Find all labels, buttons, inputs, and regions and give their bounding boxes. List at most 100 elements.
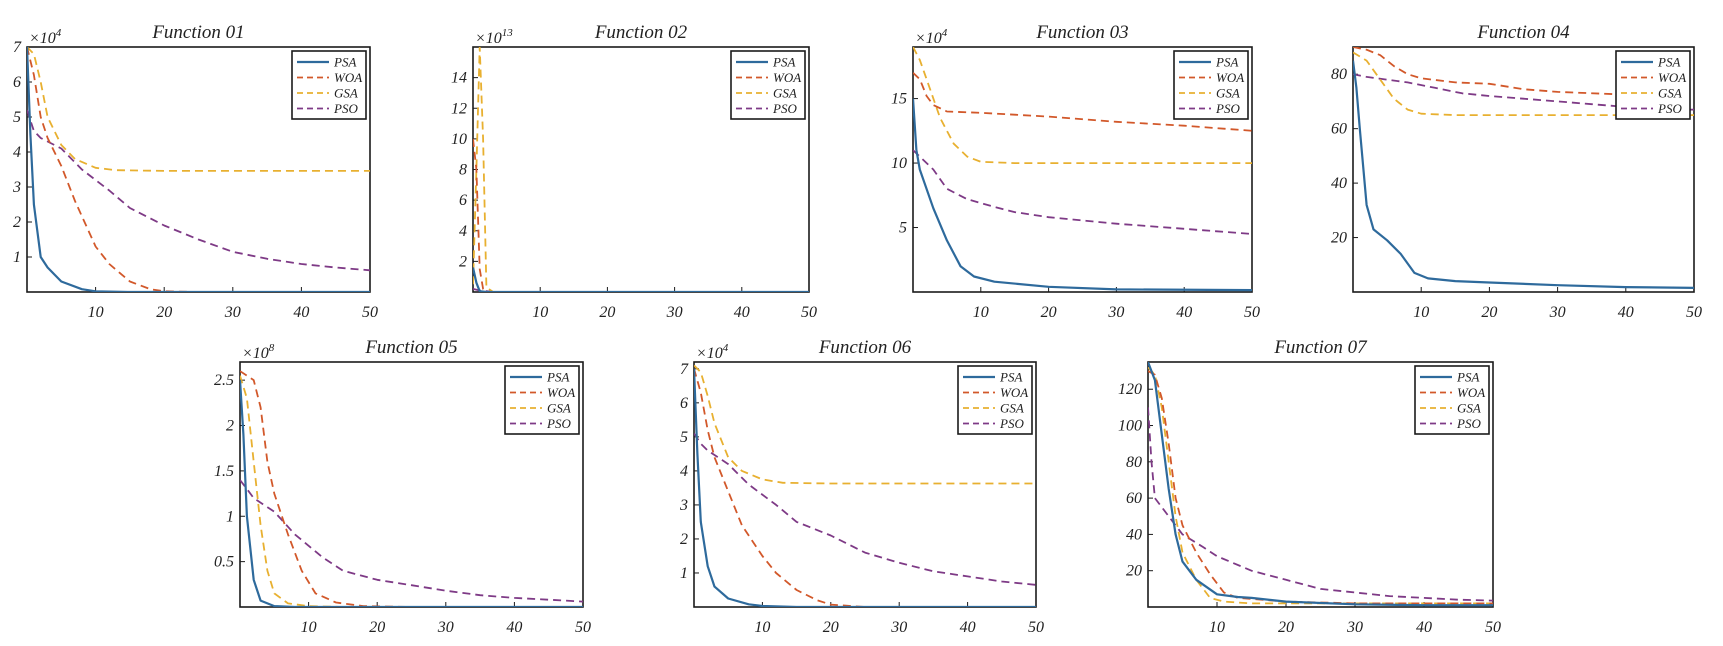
multiplier-exponent: 8 — [269, 342, 275, 354]
y-tick-label: 10 — [891, 155, 907, 172]
legend-label-psa: PSA — [772, 55, 795, 70]
y-tick-label: 4 — [459, 223, 467, 240]
y-tick-label: 12 — [451, 100, 467, 117]
y-tick-label: 5 — [13, 109, 21, 126]
series-line-woa — [240, 370, 583, 607]
legend-label-woa: WOA — [1000, 385, 1028, 400]
legend-label-gsa: GSA — [1658, 86, 1682, 101]
series-line-pso — [913, 149, 1252, 235]
y-tick-label: 1 — [226, 508, 234, 525]
y-tick-label: 8 — [459, 162, 467, 179]
y-tick-label: 2 — [226, 418, 234, 435]
x-tick-label: 20 — [1041, 304, 1057, 321]
legend-label-psa: PSA — [1215, 55, 1238, 70]
series-line-woa — [694, 368, 1036, 607]
axes-box — [1352, 46, 1695, 293]
x-tick-label: 50 — [801, 304, 817, 321]
legend-label-woa: WOA — [1457, 385, 1485, 400]
series-line-gsa — [1148, 366, 1493, 605]
y-tick-label: 40 — [1331, 175, 1347, 192]
legend-label-psa: PSA — [546, 370, 569, 385]
series-line-gsa — [473, 47, 809, 292]
series-line-psa — [240, 380, 583, 607]
x-tick-label: 30 — [666, 304, 683, 321]
legend-label-woa: WOA — [547, 385, 575, 400]
x-tick-label: 10 — [532, 304, 548, 321]
legend-label-gsa: GSA — [334, 86, 358, 101]
y-tick-label: 0.5 — [214, 554, 234, 571]
multiplier-exponent: 4 — [56, 27, 62, 39]
x-tick-label: 40 — [734, 304, 750, 321]
chart-title: Function 02 — [594, 22, 688, 43]
x-tick-label: 20 — [1278, 619, 1294, 636]
y-tick-label: 120 — [1118, 381, 1142, 398]
chart-4: Function 04 10 20 30 40 50 20 40 60 80 PSAWOAGSAPS… — [1331, 22, 1702, 321]
x-tick-label: 20 — [823, 619, 839, 636]
multiplier-base: ×10 — [915, 30, 942, 47]
series-line-psa — [27, 47, 370, 292]
y-tick-label: 5 — [680, 429, 688, 446]
x-tick-label: 40 — [1416, 619, 1432, 636]
x-tick-label: 10 — [754, 619, 770, 636]
x-tick-label: 40 — [1176, 304, 1192, 321]
y-tick-label: 3 — [12, 179, 21, 196]
x-tick-label: 10 — [1209, 619, 1225, 636]
multiplier-exponent: 13 — [502, 27, 514, 39]
x-tick-label: 10 — [973, 304, 989, 321]
chart-title: Function 05 — [364, 337, 457, 358]
chart-title: Function 04 — [1476, 22, 1570, 43]
x-tick-label: 20 — [156, 304, 172, 321]
y-tick-label: 1 — [680, 565, 688, 582]
y-tick-label: 6 — [13, 74, 21, 91]
x-tick-label: 50 — [362, 304, 378, 321]
y-tick-label: 2 — [459, 253, 467, 270]
y-tick-label: 2.5 — [214, 372, 234, 389]
y-tick-label: 10 — [451, 131, 467, 148]
legend-label-woa: WOA — [773, 70, 801, 85]
chart-5: Function 05 10 20 30 40 50 0.5 1 1.5 2 2.5 ×108 PSAW… — [214, 337, 591, 636]
y-tick-label: 20 — [1331, 230, 1347, 247]
legend-label-pso: PSO — [772, 101, 797, 116]
axis-multiplier: ×1013 — [475, 27, 513, 47]
multiplier-base: ×10 — [242, 345, 269, 362]
x-tick-label: 30 — [1549, 304, 1566, 321]
axes-box — [912, 46, 1253, 293]
multiplier-base: ×10 — [475, 30, 502, 47]
series-line-woa — [27, 47, 370, 292]
legend-label-gsa: GSA — [1000, 401, 1024, 416]
axis-multiplier: ×108 — [242, 342, 275, 362]
y-tick-label: 6 — [459, 192, 467, 209]
legend-label-gsa: GSA — [1216, 86, 1240, 101]
x-tick-label: 40 — [1618, 304, 1634, 321]
series-line-psa — [694, 368, 1036, 607]
x-tick-label: 50 — [1028, 619, 1044, 636]
x-tick-label: 40 — [960, 619, 976, 636]
series-line-pso — [1148, 407, 1493, 602]
legend-label-woa: WOA — [334, 70, 362, 85]
multiplier-base: ×10 — [29, 30, 56, 47]
legend-label-pso: PSO — [1657, 101, 1682, 116]
legend-label-psa: PSA — [999, 370, 1022, 385]
y-tick-label: 20 — [1126, 563, 1142, 580]
axis-multiplier: ×104 — [915, 27, 948, 47]
y-tick-label: 7 — [680, 361, 689, 378]
chart-7: Function 07 10 20 30 40 50 20 40 60 80 100 120 PSAWO… — [1118, 337, 1501, 636]
x-tick-label: 10 — [88, 304, 104, 321]
y-tick-label: 5 — [899, 220, 907, 237]
x-tick-label: 20 — [1481, 304, 1497, 321]
y-tick-label: 14 — [451, 70, 467, 87]
x-tick-label: 40 — [506, 619, 522, 636]
legend-label-woa: WOA — [1216, 70, 1244, 85]
axes-box — [1147, 361, 1494, 608]
x-tick-label: 30 — [1346, 619, 1363, 636]
multiplier-exponent: 4 — [723, 342, 729, 354]
x-tick-label: 50 — [575, 619, 591, 636]
chart-3: Function 03 10 20 30 40 50 5 10 15 ×104 PSAWOAGSAP… — [891, 22, 1260, 321]
multiplier-base: ×10 — [696, 345, 723, 362]
axis-multiplier: ×104 — [29, 27, 62, 47]
